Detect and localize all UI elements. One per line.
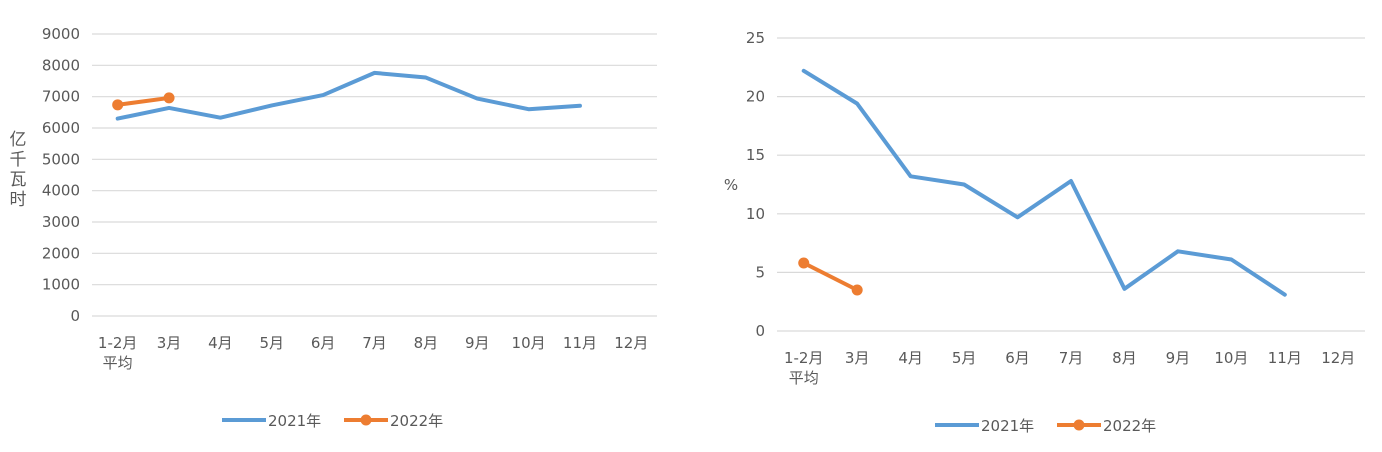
x-tick-label: 8月: [414, 334, 439, 352]
x-tick-label: 6月: [1005, 349, 1030, 367]
y-axis-label: %: [724, 176, 738, 194]
x-tick-label: 11月: [1268, 349, 1302, 367]
data-point: [163, 92, 175, 104]
series-line: [801, 68, 1287, 297]
legend-label: 2021年: [268, 412, 321, 430]
y-tick-label: 20: [746, 88, 765, 106]
x-tick-label: 9月: [1166, 349, 1191, 367]
legend-label: 2022年: [390, 412, 443, 430]
x-tick-label: 12月: [614, 334, 648, 352]
x-tick-label: 4月: [898, 349, 923, 367]
series-line: [115, 95, 172, 107]
electricity-consumption-chart: 0 1000 2000 3000 4000 5000 6000 7000 8000 9000 1-2…: [10, 25, 657, 430]
x-tick-label: 11月: [563, 334, 597, 352]
x-tick-label: 4月: [208, 334, 233, 352]
data-point: [112, 99, 124, 111]
series-line: [115, 70, 582, 121]
x-tick-label: 10月: [1214, 349, 1248, 367]
y-tick-label: 15: [746, 146, 765, 164]
y-tick-label: 5000: [42, 150, 80, 168]
y-tick-label: 7000: [42, 88, 80, 106]
y-tick-label: 8000: [42, 56, 80, 74]
x-tick-label: 9月: [465, 334, 490, 352]
x-tick-label: 1-2月平均: [784, 349, 824, 387]
data-point: [798, 257, 810, 269]
y-axis-label: 亿千瓦时: [10, 130, 27, 210]
legend-label: 2021年: [981, 417, 1034, 435]
y-tick-label: 9000: [42, 25, 80, 43]
y-tick-label: 0: [70, 307, 80, 325]
y-tick-label: 25: [746, 29, 765, 47]
legend-marker: [1073, 419, 1085, 431]
y-tick-label: 4000: [42, 182, 80, 200]
y-tick-label: 3000: [42, 213, 80, 231]
y-tick-label: 10: [746, 205, 765, 223]
y-tick-label: 0: [755, 322, 765, 340]
x-tick-label: 7月: [1059, 349, 1084, 367]
y-tick-label: 6000: [42, 119, 80, 137]
x-tick-label: 5月: [952, 349, 977, 367]
y-tick-label: 1000: [42, 276, 80, 294]
growth-rate-chart: 0 5 10 15 20 25 1-2月平均 3月 4月 5月 6月 7月 8月 9月 10月 11月 12月%…: [724, 29, 1365, 435]
series-line: [801, 261, 860, 292]
x-tick-label: 8月: [1112, 349, 1137, 367]
y-tick-label: 2000: [42, 244, 80, 262]
legend-label: 2022年: [1103, 417, 1156, 435]
y-tick-label: 5: [755, 263, 765, 281]
x-tick-label: 12月: [1321, 349, 1355, 367]
x-tick-label: 5月: [259, 334, 284, 352]
x-tick-label: 1-2月平均: [98, 334, 138, 372]
x-tick-label: 10月: [512, 334, 546, 352]
x-tick-label: 6月: [311, 334, 336, 352]
x-tick-label: 7月: [362, 334, 387, 352]
legend-marker: [360, 414, 372, 426]
x-tick-label: 3月: [845, 349, 870, 367]
x-tick-label: 3月: [157, 334, 182, 352]
data-point: [851, 284, 863, 296]
